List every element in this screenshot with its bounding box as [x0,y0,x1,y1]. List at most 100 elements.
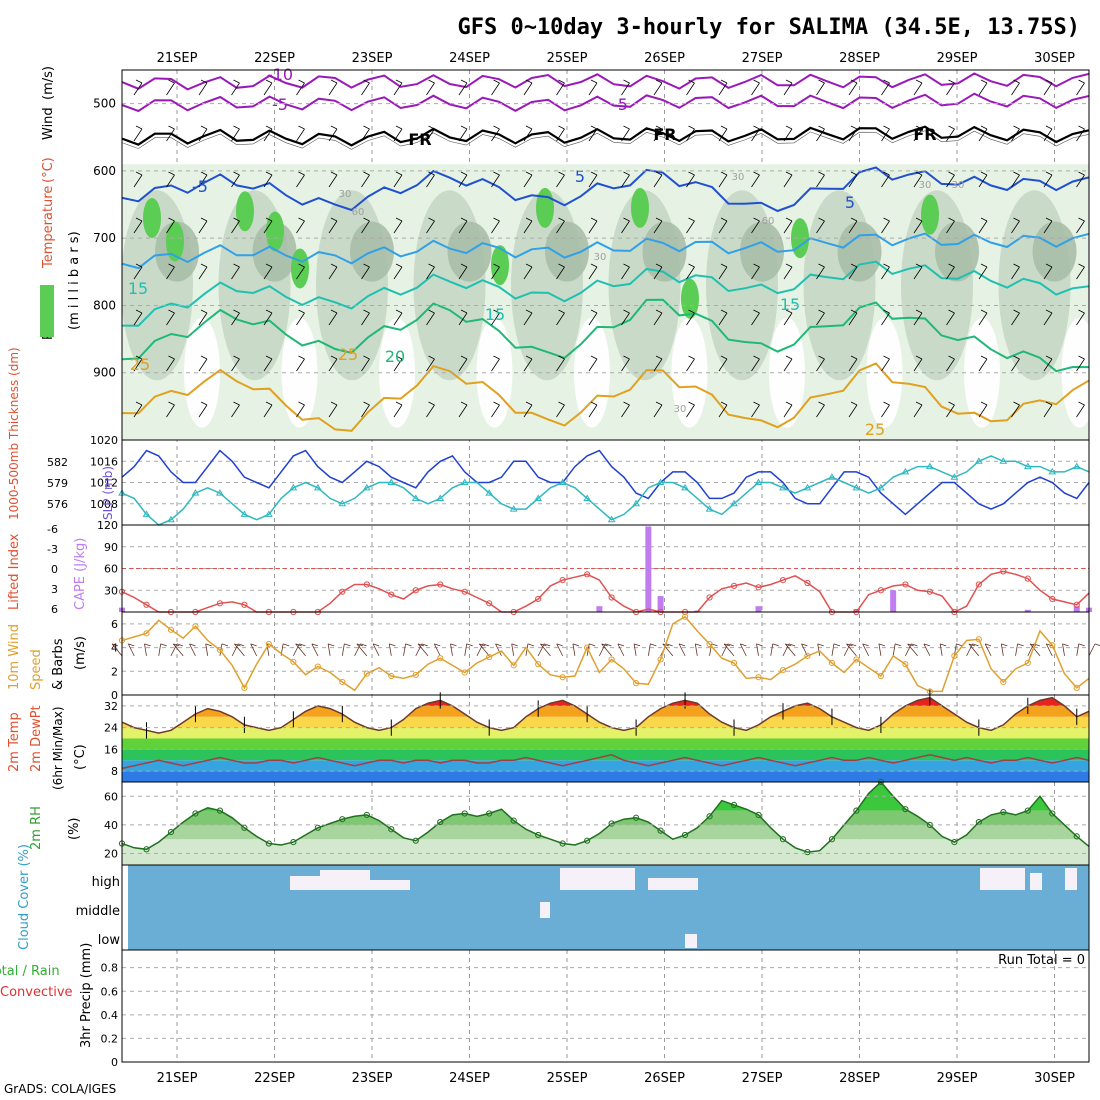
wind-barb [361,79,370,96]
surface-wind-barb [231,643,245,657]
wind-barb [263,79,273,96]
surface-wind-barb [144,643,151,656]
wind-speed-line-point [681,613,689,620]
wind-barb [393,79,403,96]
cape-tick-label: 90 [104,541,118,554]
rh-line-point [363,811,370,819]
wind-barb [1076,79,1085,96]
lifted-tick-label: -6 [47,523,58,536]
ylabel-rh2m: 2m RH [29,806,44,850]
rh-high-patch [631,187,649,228]
thickness-line-point [167,515,175,523]
wind-barb [426,79,435,96]
rh-line-point [461,810,468,817]
slp-tick-label: 1008 [90,498,118,511]
wind-barb [296,263,305,280]
thickness-line-point [999,457,1008,464]
wind-barb [588,171,598,188]
wind-barb [491,125,500,142]
surface-wind-barb [234,643,245,657]
rh-shade-core [1032,221,1077,282]
rh-high-patch [143,198,161,238]
wind-barb [231,355,240,372]
wind-barb [231,217,240,234]
surface-wind-barb [403,643,412,656]
wind-barb [393,125,403,142]
wind-barb [361,401,370,418]
wind-barb [166,125,175,142]
surface-wind-barb [464,643,473,656]
wind-barb [556,79,565,96]
wind-speed-line-point [192,623,199,630]
pressure-tick-label: 900 [93,366,116,380]
wind-barb [588,309,598,326]
lifted-line-point [216,600,224,607]
thickness-line-point [362,483,371,491]
wind-barb [783,125,793,142]
wind-barb [556,125,565,142]
wind-barb [491,401,500,418]
thickness-line-point [754,478,763,485]
wind-barb [231,401,240,418]
surface-wind-barb [1062,643,1069,656]
wind-barb [653,217,663,234]
isotherm-line [122,92,1089,113]
ylabel-temp-b: 2m DewPt [29,705,44,772]
surface-wind-barb [633,643,641,656]
date-label-top: 21SEP [157,51,198,66]
rh-line-point [290,839,297,846]
wind-tick-label: 2 [111,665,118,678]
wind-barb [1076,401,1085,418]
thickness-line-point [289,483,298,491]
contour-label: 25 [338,345,358,364]
wind-barb [458,309,468,326]
rh-contour-label: 60 [762,216,775,227]
temp-line [121,696,1090,734]
wind-barb [393,401,403,418]
surface-wind-barb [572,643,580,656]
contour-label: -5 [612,95,628,114]
wind-barb [133,355,143,372]
wind-barb [978,355,988,372]
thickness-line-point [925,462,934,470]
surface-wind-barb [739,643,747,657]
wind-barb [653,125,663,142]
cape-tick-label: 30 [104,584,118,597]
surface-wind-barb [372,643,380,657]
wind-barb [686,401,695,418]
rh-line-point [681,831,689,839]
wind-barb [848,263,858,280]
wind-barb [166,355,175,372]
surface-wind-barb [417,643,429,657]
clear-sky-patch [540,902,550,918]
wind-barb [361,171,370,188]
date-label-top: 29SEP [937,51,978,66]
wind-barb [881,401,890,418]
wind-speed-line-point [461,669,468,676]
wind-barb [1076,309,1085,326]
wind-barb [328,355,338,372]
wind-speed-line-point [241,684,248,691]
ylabel-pressure: (m i l l i b a r s) [67,231,82,330]
cape-bar [645,526,652,612]
surface-wind-barb [892,643,902,656]
thickness-line-point [1072,462,1081,470]
wind-barb [166,263,175,280]
rh-dry-gap [671,317,708,428]
surface-wind-barb [756,643,763,656]
surface-wind-barb [907,643,918,657]
wind-barb [621,217,630,234]
rh-line-point [951,839,958,846]
surface-wind-barb [846,643,857,657]
ylabel-precip: 3hr Precip (mm) [79,943,94,1048]
wind-barb [751,171,760,188]
wind-speed-line-point [167,626,175,633]
thickness-line-point [509,505,518,512]
wind-barb [848,79,858,96]
wind-barb [361,125,370,142]
wind-barb [783,309,793,326]
wind-barb [231,309,240,326]
rh-line-point [584,837,591,844]
thickness-tick-label: 582 [47,456,68,469]
